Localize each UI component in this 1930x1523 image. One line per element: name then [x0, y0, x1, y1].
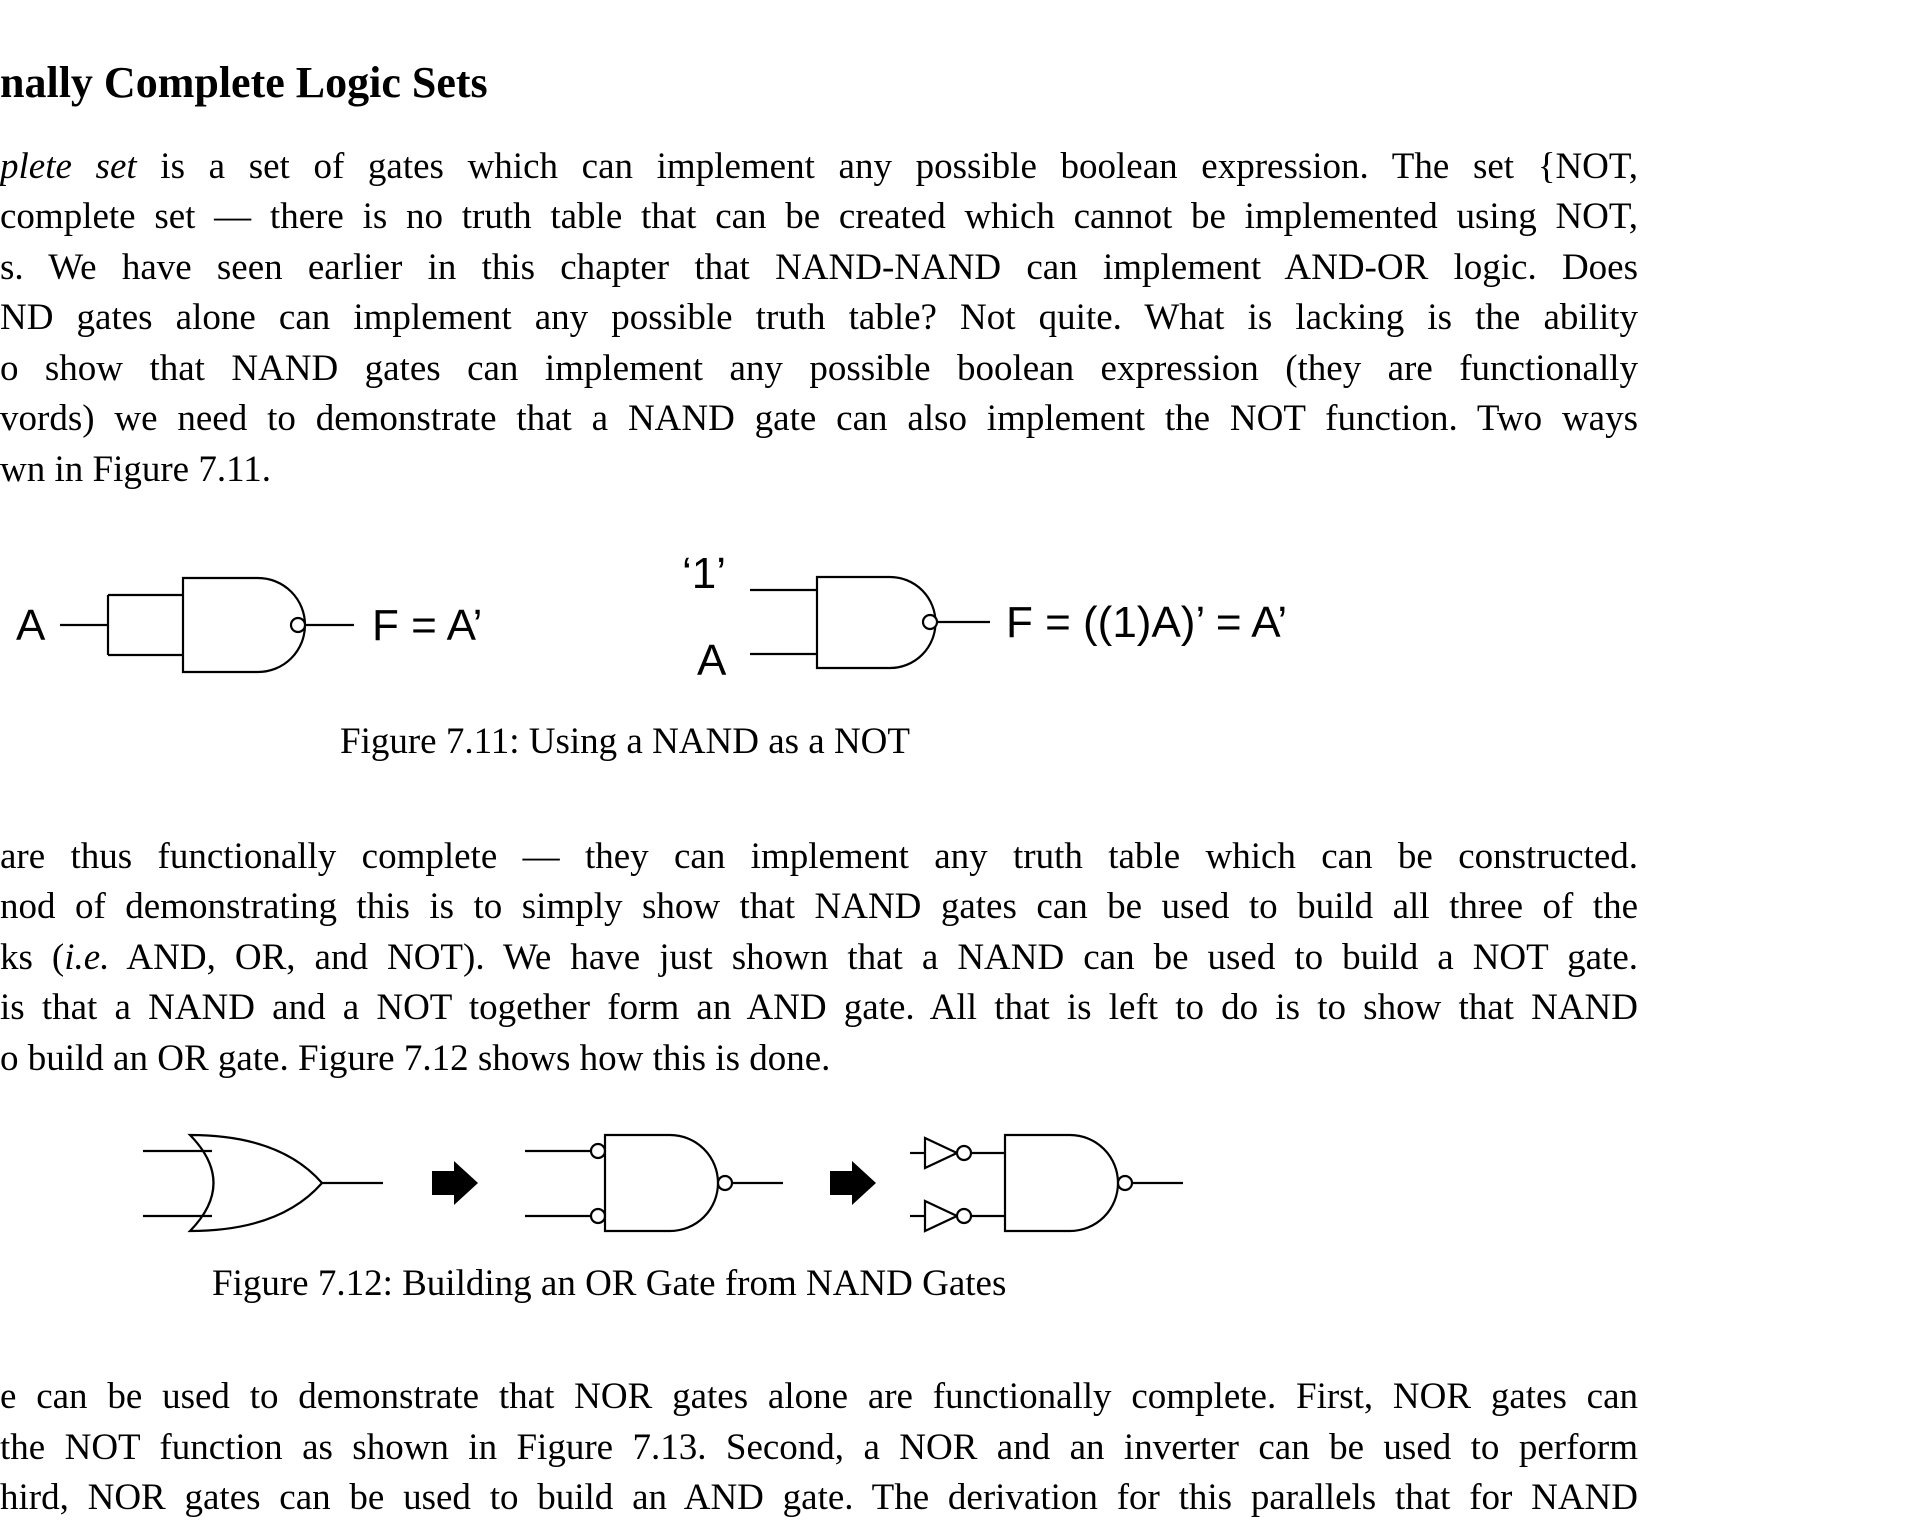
- inverter-nand-circuit: [910, 1133, 1183, 1233]
- text-run: complete set — there is no truth table t…: [0, 196, 1638, 237]
- italic-text: i.e.: [64, 937, 110, 978]
- text-run: is that a NAND and a NOT together form a…: [0, 987, 1638, 1028]
- input-a-label: A: [16, 601, 46, 650]
- paragraph-line: e can be used to demonstrate that NOR ga…: [0, 1372, 1638, 1422]
- figure-7-12-diagram: [143, 1133, 1183, 1233]
- paragraph-line: vords) we need to demonstrate that a NAN…: [0, 394, 1638, 444]
- paragraph-line: nod of demonstrating this is to simply s…: [0, 882, 1638, 932]
- figure-7-11-diagram: A F = A’ ‘1’ A F = ((1)A)’ = A’: [16, 549, 1287, 685]
- paragraph-line: complete set — there is no truth table t…: [0, 192, 1638, 242]
- input-a-label: A: [697, 636, 727, 685]
- text-run: wn in Figure 7.11.: [0, 449, 271, 490]
- italic-text: plete set: [0, 146, 137, 187]
- arrow-icon: [830, 1161, 876, 1205]
- paragraph-line: ND gates alone can implement any possibl…: [0, 293, 1638, 343]
- text-run: ks (: [0, 937, 65, 978]
- text-run: are thus functionally complete — they ca…: [0, 836, 1638, 877]
- paragraph-line: o show that NAND gates can implement any…: [0, 344, 1638, 394]
- text-run: o show that NAND gates can implement any…: [0, 348, 1638, 389]
- paragraph-line: ks (i.e. AND, OR, and NOT). We have just…: [0, 933, 1638, 983]
- nand-gate-bubbled-inputs: [525, 1133, 783, 1233]
- text-run: vords) we need to demonstrate that a NAN…: [0, 398, 1638, 439]
- text-run: s. We have seen earlier in this chapter …: [0, 247, 1638, 288]
- nand-gate-tied-inputs: [60, 576, 354, 674]
- output-label: F = ((1)A)’ = A’: [1006, 598, 1287, 647]
- nand-gate-constant-one: [750, 575, 990, 670]
- text-run: AND, OR, and NOT). We have just shown th…: [109, 937, 1638, 978]
- section-heading: nally Complete Logic Sets: [0, 58, 488, 107]
- paragraph-line: is that a NAND and a NOT together form a…: [0, 983, 1638, 1033]
- text-run: the NOT function as shown in Figure 7.13…: [0, 1427, 1638, 1468]
- paragraph-line: o build an OR gate. Figure 7.12 shows ho…: [0, 1034, 1638, 1084]
- text-run: o build an OR gate. Figure 7.12 shows ho…: [0, 1038, 831, 1079]
- text-run: ND gates alone can implement any possibl…: [0, 297, 1638, 338]
- paragraph-line: wn in Figure 7.11.: [0, 445, 1638, 495]
- or-gate: [143, 1133, 383, 1233]
- text-run: e can be used to demonstrate that NOR ga…: [0, 1376, 1638, 1417]
- text-run: hird, NOR gates can be used to build an …: [0, 1477, 1638, 1518]
- figure-caption: Figure 7.11: Using a NAND as a NOT: [340, 721, 910, 762]
- text-run: nod of demonstrating this is to simply s…: [0, 886, 1638, 927]
- arrow-icon: [432, 1161, 478, 1205]
- paragraph-line: hird, NOR gates can be used to build an …: [0, 1473, 1638, 1523]
- paragraph-line: plete set is a set of gates which can im…: [0, 142, 1638, 192]
- paragraph-line: the NOT function as shown in Figure 7.13…: [0, 1423, 1638, 1473]
- paragraph-line: are thus functionally complete — they ca…: [0, 832, 1638, 882]
- text-run: is a set of gates which can implement an…: [136, 146, 1638, 187]
- input-one-label: ‘1’: [682, 549, 726, 598]
- output-label: F = A’: [372, 601, 482, 650]
- paragraph-line: s. We have seen earlier in this chapter …: [0, 243, 1638, 293]
- figure-caption: Figure 7.12: Building an OR Gate from NA…: [212, 1263, 1007, 1304]
